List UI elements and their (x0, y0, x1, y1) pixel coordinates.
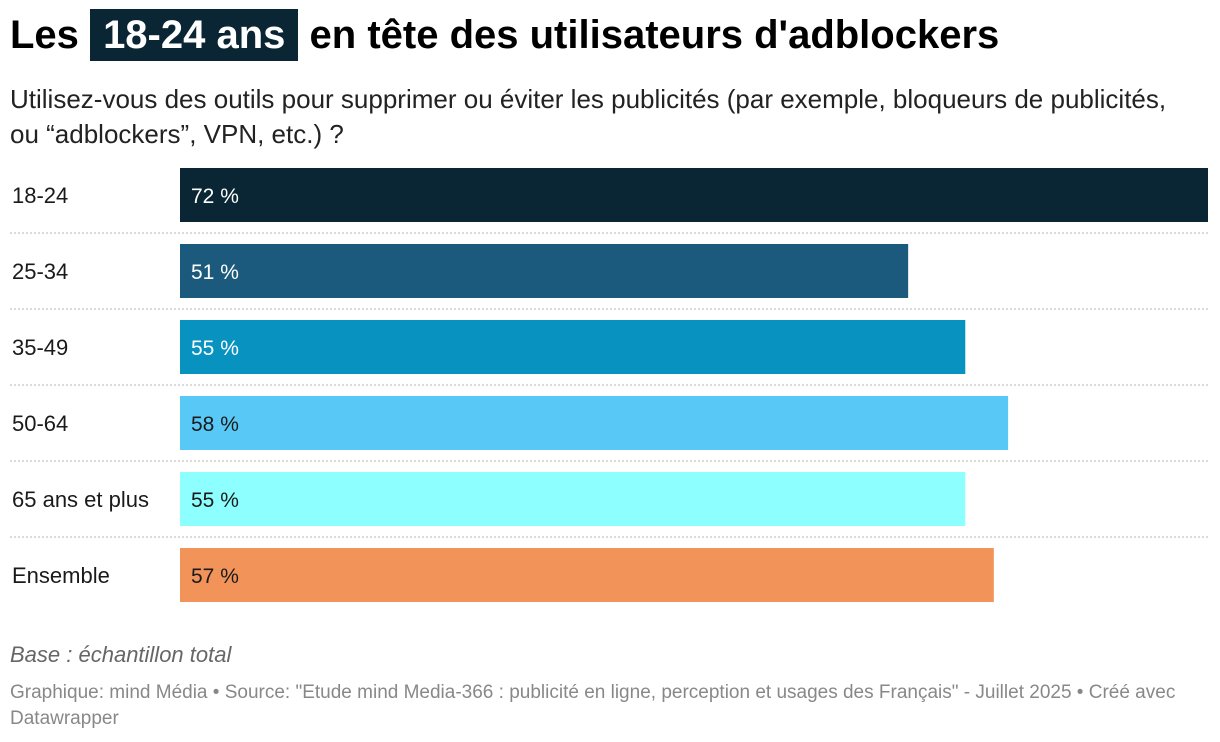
value-label: 72 % (191, 185, 239, 208)
category-label: 65 ans et plus (12, 487, 149, 512)
bar (180, 548, 994, 602)
chart-footer: Graphique: mind Média • Source: "Etude m… (10, 682, 1176, 729)
bar-chart: 18-24 72 % 25-34 51 % 35-49 55 % 50-64 58 % 65 a… (10, 168, 1208, 602)
category-label: 18-24 (12, 183, 68, 208)
category-label: 25-34 (12, 259, 68, 284)
bar (180, 320, 966, 374)
value-label: 55 % (191, 489, 239, 512)
category-label: Ensemble (12, 563, 110, 588)
bar (180, 244, 909, 298)
category-label: 35-49 (12, 335, 68, 360)
bar (180, 396, 1009, 450)
chart-title: Les 18-24 ans en tête des utilisateurs d… (10, 6, 999, 64)
title-highlight: 18-24 ans (90, 9, 299, 61)
value-label: 55 % (191, 337, 239, 360)
chart-subtitle: Utilisez-vous des outils pour supprimer … (10, 84, 1167, 149)
value-label: 57 % (191, 565, 239, 588)
bar (180, 472, 966, 526)
chart-notes: Base : échantillon total (10, 642, 232, 667)
category-label: 50-64 (12, 411, 68, 436)
value-label: 58 % (191, 413, 239, 436)
title-before: Les (10, 13, 79, 57)
bar (180, 168, 1208, 222)
value-label: 51 % (191, 261, 239, 284)
title-after: en tête des utilisateurs d'adblockers (309, 13, 1000, 57)
